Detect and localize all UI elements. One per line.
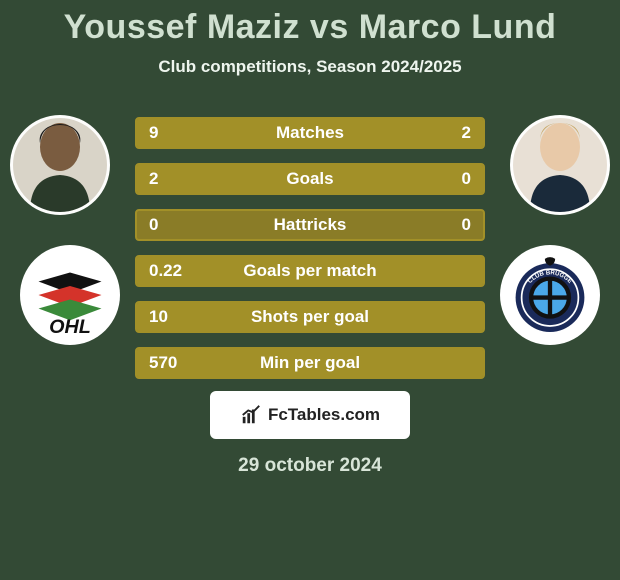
branding-text: FcTables.com	[268, 405, 380, 425]
stat-label: Min per goal	[137, 353, 483, 373]
ohl-logo-icon: OHL	[25, 250, 115, 340]
chart-icon	[240, 404, 262, 426]
stat-label: Goals	[137, 169, 483, 189]
stat-value-right: 2	[462, 123, 471, 143]
player-right-avatar	[510, 115, 610, 215]
person-icon	[520, 117, 600, 212]
stat-label: Matches	[137, 123, 483, 143]
svg-text:OHL: OHL	[49, 316, 91, 338]
stat-row: 0Hattricks0	[135, 209, 485, 241]
stat-label: Hattricks	[137, 215, 483, 235]
stats-area: OHL CLUB BRUGGE 9Matches22Goals00Hattric…	[0, 117, 620, 387]
comparison-card: Youssef Maziz vs Marco Lund Club competi…	[0, 0, 620, 580]
stat-label: Shots per goal	[137, 307, 483, 327]
stat-value-right: 0	[462, 215, 471, 235]
date-text: 29 october 2024	[0, 455, 620, 477]
person-icon	[20, 117, 100, 212]
stat-value-right: 0	[462, 169, 471, 189]
stat-row: 0.22Goals per match	[135, 255, 485, 287]
club-left-logo: OHL	[20, 245, 120, 345]
stat-row: 10Shots per goal	[135, 301, 485, 333]
branding-badge: FcTables.com	[210, 391, 410, 439]
page-title: Youssef Maziz vs Marco Lund	[0, 0, 620, 47]
stat-rows: 9Matches22Goals00Hattricks00.22Goals per…	[135, 117, 485, 393]
page-subtitle: Club competitions, Season 2024/2025	[0, 57, 620, 77]
stat-label: Goals per match	[137, 261, 483, 281]
club-brugge-logo-icon: CLUB BRUGGE	[507, 252, 593, 338]
club-right-logo: CLUB BRUGGE	[500, 245, 600, 345]
player-left-avatar	[10, 115, 110, 215]
stat-row: 2Goals0	[135, 163, 485, 195]
stat-row: 570Min per goal	[135, 347, 485, 379]
stat-row: 9Matches2	[135, 117, 485, 149]
